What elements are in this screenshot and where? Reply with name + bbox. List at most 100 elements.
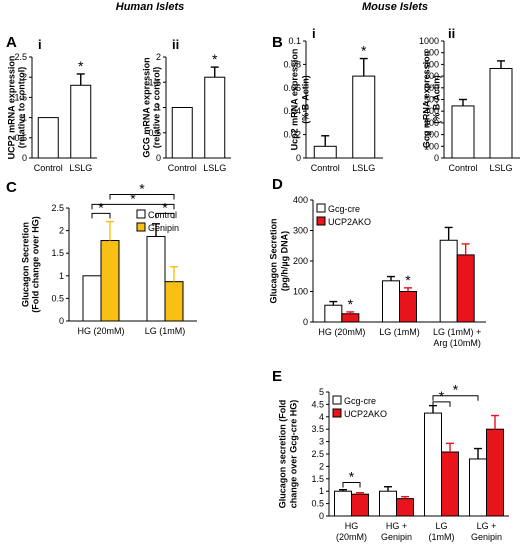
y-tick-label: 1 — [319, 486, 324, 496]
legend-swatch — [136, 222, 146, 232]
bar — [441, 451, 459, 517]
chart-d: D 0 100 200 300 400 Glucagon Secretion (pg/h/µg… — [268, 176, 486, 348]
y-axis-label: change over Gcg-cre HG) — [288, 400, 298, 509]
y-tick-label: 0 — [319, 511, 324, 521]
category-label: LSLG — [69, 163, 92, 173]
subpanel-label: ii — [448, 26, 455, 41]
subpanel-label: ii — [172, 37, 179, 52]
bar — [439, 239, 458, 323]
y-tick-label: 1000 — [419, 36, 439, 46]
y-tick-label: 2.5 — [14, 52, 27, 62]
y-tick-label: 2 — [319, 461, 324, 471]
significance-star: * — [348, 296, 354, 312]
bar — [70, 84, 92, 159]
legend-label: Control — [148, 210, 177, 220]
subpanel-label: i — [312, 26, 316, 41]
category-label: LG (1mM) — [429, 521, 455, 542]
bar — [37, 117, 59, 159]
y-tick-label: 0 — [303, 317, 308, 327]
y-axis-label: GCG mRNA expression — [141, 57, 151, 157]
y-tick-label: 300 — [424, 118, 439, 128]
y-tick-label: 600 — [424, 83, 439, 93]
bar — [396, 498, 414, 517]
y-tick-label: 4 — [319, 412, 324, 422]
y-axis-label: (relative to control) — [16, 67, 26, 149]
bar — [451, 105, 475, 159]
bar — [399, 291, 417, 323]
bar — [456, 254, 475, 323]
bar — [486, 428, 504, 517]
y-axis-label: Glucagon Secretion — [20, 222, 30, 307]
bar — [341, 313, 360, 323]
y-tick-label: 3 — [319, 437, 324, 447]
legend-swatch — [316, 203, 326, 213]
category-label: LG (1mM) — [145, 326, 186, 336]
panel-label: B — [272, 34, 283, 51]
y-tick-label: 1.5 — [311, 474, 324, 484]
y-tick-label: 0 — [22, 153, 27, 163]
y-tick-label: 1.5 — [51, 248, 64, 258]
significance-star: * — [78, 58, 84, 74]
y-axis-label: UCP2 mRNA expression — [6, 56, 16, 160]
category-label: HG (20mM) — [336, 521, 367, 542]
bar — [352, 75, 376, 159]
legend-swatch — [332, 395, 342, 405]
y-tick-label: 1.5 — [148, 77, 161, 87]
panel-label: C — [6, 179, 17, 196]
chart-b-i: Bi 0 0.02 0.04 0.06 0.08 0.1 Ucp2 mRNA expressi… — [272, 26, 383, 173]
y-tick-label: 100 — [424, 141, 439, 151]
bar — [100, 240, 120, 322]
y-tick-label: 2 — [22, 72, 27, 82]
category-label: Control — [34, 163, 63, 173]
significance-bracket — [155, 212, 175, 219]
bar — [171, 107, 193, 159]
y-axis-label: Glucagon secretion (Fold — [277, 400, 287, 509]
y-tick-label: 800 — [424, 59, 439, 69]
y-tick-label: 1.5 — [14, 92, 27, 102]
significance-star: * — [162, 199, 168, 215]
category-label: HG (20mM) — [78, 326, 125, 336]
chart-c: C 0 0.5 1 1.5 2 2.5 Glucagon Secretion (Fold cha… — [6, 179, 197, 336]
y-tick-label: 1 — [22, 113, 27, 123]
y-tick-label: 2.5 — [51, 203, 64, 213]
y-tick-label: 3.5 — [311, 424, 324, 434]
legend-label: UCP2AKO — [344, 409, 387, 419]
y-tick-label: 4.5 — [311, 399, 324, 409]
significance-star: * — [130, 190, 136, 206]
y-tick-label: 2 — [59, 226, 64, 236]
panel-label: D — [272, 176, 283, 193]
significance-star: * — [453, 382, 459, 398]
y-tick-label: 200 — [424, 130, 439, 140]
category-label: Control — [168, 163, 197, 173]
category-label: LG (1mM) + Arg (10mM) — [433, 327, 481, 348]
y-tick-label: 300 — [293, 226, 308, 236]
significance-star: * — [212, 51, 218, 67]
y-tick-label: 1 — [59, 271, 64, 281]
y-tick-label: 400 — [293, 195, 308, 205]
panel-label: A — [6, 34, 17, 51]
y-tick-label: 0.02 — [283, 130, 301, 140]
category-label: LG + Genipin — [471, 521, 502, 542]
panel-label: E — [272, 368, 282, 385]
y-tick-label: 0 — [156, 153, 161, 163]
legend-label: Genipin — [148, 223, 179, 233]
y-axis-label: (% B-Actin) — [300, 75, 310, 124]
chart-e: E 0 0.5 1 1.5 2 2.5 3 3.5 4 4.5 5 Glucagon secretion… — [272, 368, 509, 542]
y-tick-label: 0.04 — [283, 106, 301, 116]
significance-bracket — [91, 203, 175, 210]
significance-star: * — [139, 180, 145, 196]
y-tick-label: 0.5 — [14, 133, 27, 143]
legend-label: Gcg-cre — [344, 396, 376, 406]
bar — [334, 490, 352, 517]
bar — [351, 493, 369, 517]
category-label: LSLG — [203, 163, 226, 173]
y-tick-label: 0 — [296, 153, 301, 163]
y-tick-label: 0.5 — [311, 499, 324, 509]
chart-a-ii: ii 0 0.5 1 1.5 2 GCG mRNA expression (relative … — [141, 37, 231, 173]
bar — [382, 280, 400, 323]
bar — [204, 76, 226, 159]
y-axis-label: (% B-Actin) — [431, 75, 441, 124]
y-tick-label: 1 — [156, 103, 161, 113]
y-axis-label: Glucagon Secretion — [268, 218, 278, 303]
y-tick-label: 2 — [156, 52, 161, 62]
